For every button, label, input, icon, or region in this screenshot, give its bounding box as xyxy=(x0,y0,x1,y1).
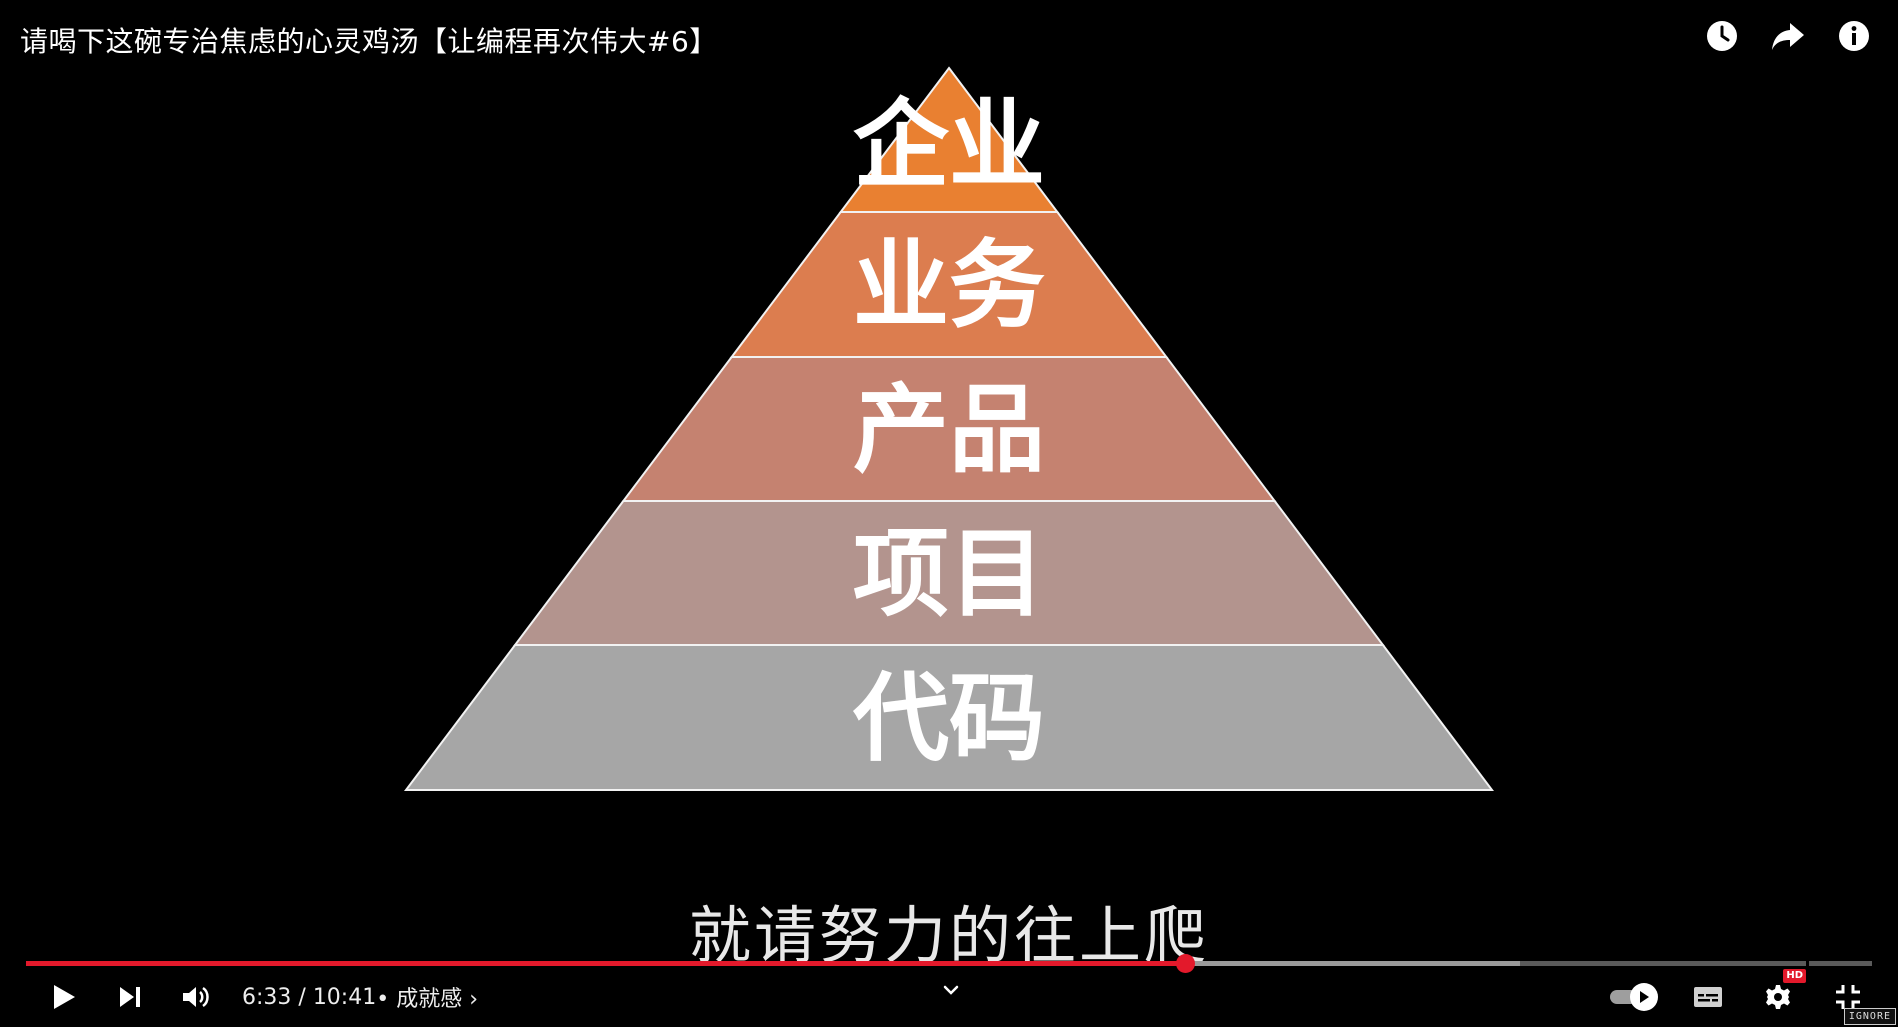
exit-fullscreen-button[interactable] xyxy=(1828,977,1868,1017)
next-button[interactable] xyxy=(110,977,150,1017)
progress-bar[interactable] xyxy=(26,954,1872,973)
progress-scrubber[interactable] xyxy=(1175,954,1195,973)
autoplay-toggle[interactable] xyxy=(1610,983,1658,1011)
gear-icon xyxy=(1766,985,1790,1009)
progress-buffered xyxy=(1159,961,1520,966)
pyramid-level-label: 代码 xyxy=(852,663,1045,775)
volume-button[interactable] xyxy=(176,977,216,1017)
hd-badge: HD xyxy=(1783,969,1806,983)
top-actions xyxy=(1702,16,1874,56)
pyramid-level xyxy=(403,644,1495,791)
volume-icon xyxy=(183,986,209,1008)
control-bar: 6:33 / 10:41 • 成就感 › xyxy=(0,969,1898,1026)
share-button[interactable] xyxy=(1768,16,1808,56)
video-title[interactable]: 请喝下这碗专治焦虑的心灵鸡汤【让编程再次伟大#6】 xyxy=(20,25,718,58)
info-button[interactable] xyxy=(1834,16,1874,56)
duration: 10:41 xyxy=(312,984,377,1010)
control-bar-left: 6:33 / 10:41 • 成就感 › xyxy=(44,976,478,1018)
chapter-title: 成就感 xyxy=(396,987,463,1012)
play-icon xyxy=(54,985,75,1009)
chapter-separator: • xyxy=(376,987,397,1012)
pyramid-level-label: 企业 xyxy=(853,89,1045,201)
autoplay-knob xyxy=(1630,983,1658,1011)
skip-next-icon xyxy=(120,987,140,1007)
chapter-title-button[interactable]: • 成就感 › xyxy=(376,981,478,1013)
progress-chapter-segment[interactable] xyxy=(1301,961,1806,966)
control-bar-right: HD xyxy=(1610,969,1868,1018)
settings-button[interactable]: HD xyxy=(1758,969,1806,1017)
subtitles-icon xyxy=(1694,987,1722,1007)
chevron-down-icon[interactable] xyxy=(940,980,962,1000)
time-display: 6:33 / 10:41 xyxy=(242,985,376,1010)
pyramid-level-label: 业务 xyxy=(853,230,1045,342)
pyramid-level-label: 产品 xyxy=(853,374,1045,486)
play-icon xyxy=(1640,991,1649,1003)
progress-chapter-segment[interactable] xyxy=(1809,961,1872,966)
subtitle-caption: 就请努力的往上爬 xyxy=(688,900,1209,962)
chapter-arrow-icon: › xyxy=(469,987,479,1012)
watch-later-button[interactable] xyxy=(1702,16,1742,56)
play-button[interactable] xyxy=(44,977,84,1017)
share-icon xyxy=(1772,23,1804,50)
subtitles-button[interactable] xyxy=(1688,977,1728,1017)
current-time: 6:33 xyxy=(242,984,292,1010)
clock-icon xyxy=(1707,21,1737,51)
ignore-badge[interactable]: IGNORE xyxy=(1843,1008,1896,1025)
info-icon xyxy=(1839,21,1869,51)
time-separator: / xyxy=(291,984,313,1010)
progress-played xyxy=(26,961,1185,966)
exit-fullscreen-icon xyxy=(1836,985,1860,1009)
pyramid-level-label: 项目 xyxy=(853,518,1045,630)
